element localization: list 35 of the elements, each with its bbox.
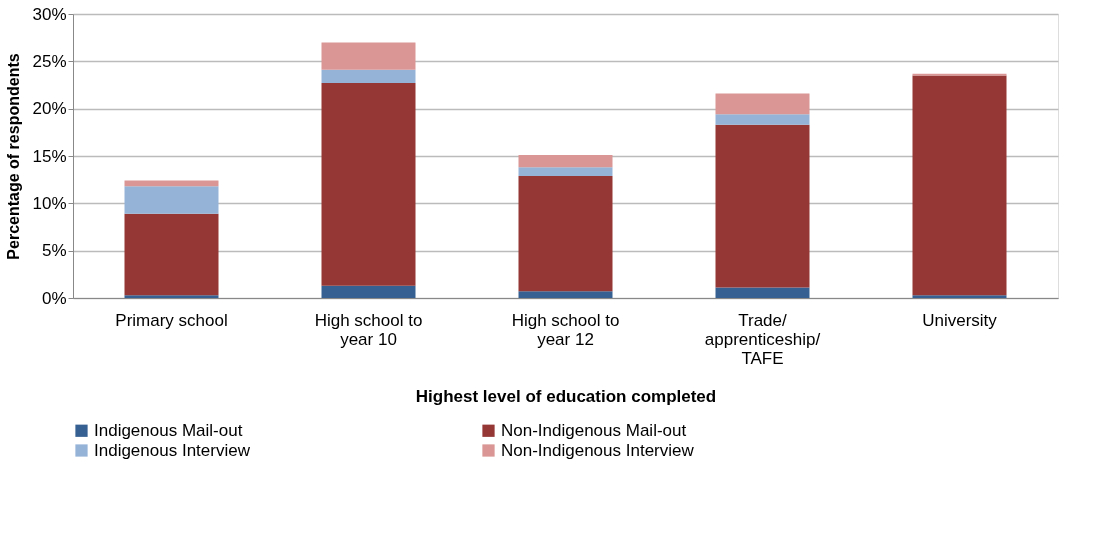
bar xyxy=(715,287,810,298)
bar xyxy=(912,75,1007,296)
x-tick-label: High school to year 10 xyxy=(314,310,423,349)
bar xyxy=(321,285,416,298)
bar xyxy=(715,114,810,125)
bar xyxy=(321,42,416,70)
bar xyxy=(518,175,613,292)
x-tick-label: Primary school xyxy=(115,310,228,330)
legend-label: Indigenous Mail-out xyxy=(94,420,243,440)
y-tick-label: 15% xyxy=(32,146,67,166)
x-axis-title: Highest level of education completed xyxy=(415,386,717,406)
bar xyxy=(124,186,219,214)
legend-label: Indigenous Interview xyxy=(94,440,251,460)
bar xyxy=(518,291,613,298)
legend-label: Non-Indigenous Interview xyxy=(501,440,695,460)
y-tick-label: 20% xyxy=(32,99,67,119)
y-tick-label: 30% xyxy=(32,4,67,24)
y-tick-label: 10% xyxy=(32,193,67,213)
x-tick-label: University xyxy=(922,310,998,330)
bar xyxy=(518,167,613,176)
y-tick-label: 5% xyxy=(41,241,67,261)
bar xyxy=(518,155,613,168)
x-tick-label: High school to year 12 xyxy=(511,310,620,349)
legend-label: Non-Indigenous Mail-out xyxy=(501,420,687,440)
y-tick-label: 25% xyxy=(32,51,67,71)
bar xyxy=(124,295,219,298)
y-axis-title: Percentage of respondents xyxy=(5,53,23,260)
x-tick-label: Trade/ apprenticeship/ TAFE xyxy=(704,310,821,368)
bar xyxy=(124,213,219,296)
bar xyxy=(321,69,416,84)
bar xyxy=(715,93,810,115)
y-tick-label: 0% xyxy=(41,288,67,308)
bar xyxy=(715,124,810,288)
bar xyxy=(321,83,416,286)
bar xyxy=(912,295,1007,298)
